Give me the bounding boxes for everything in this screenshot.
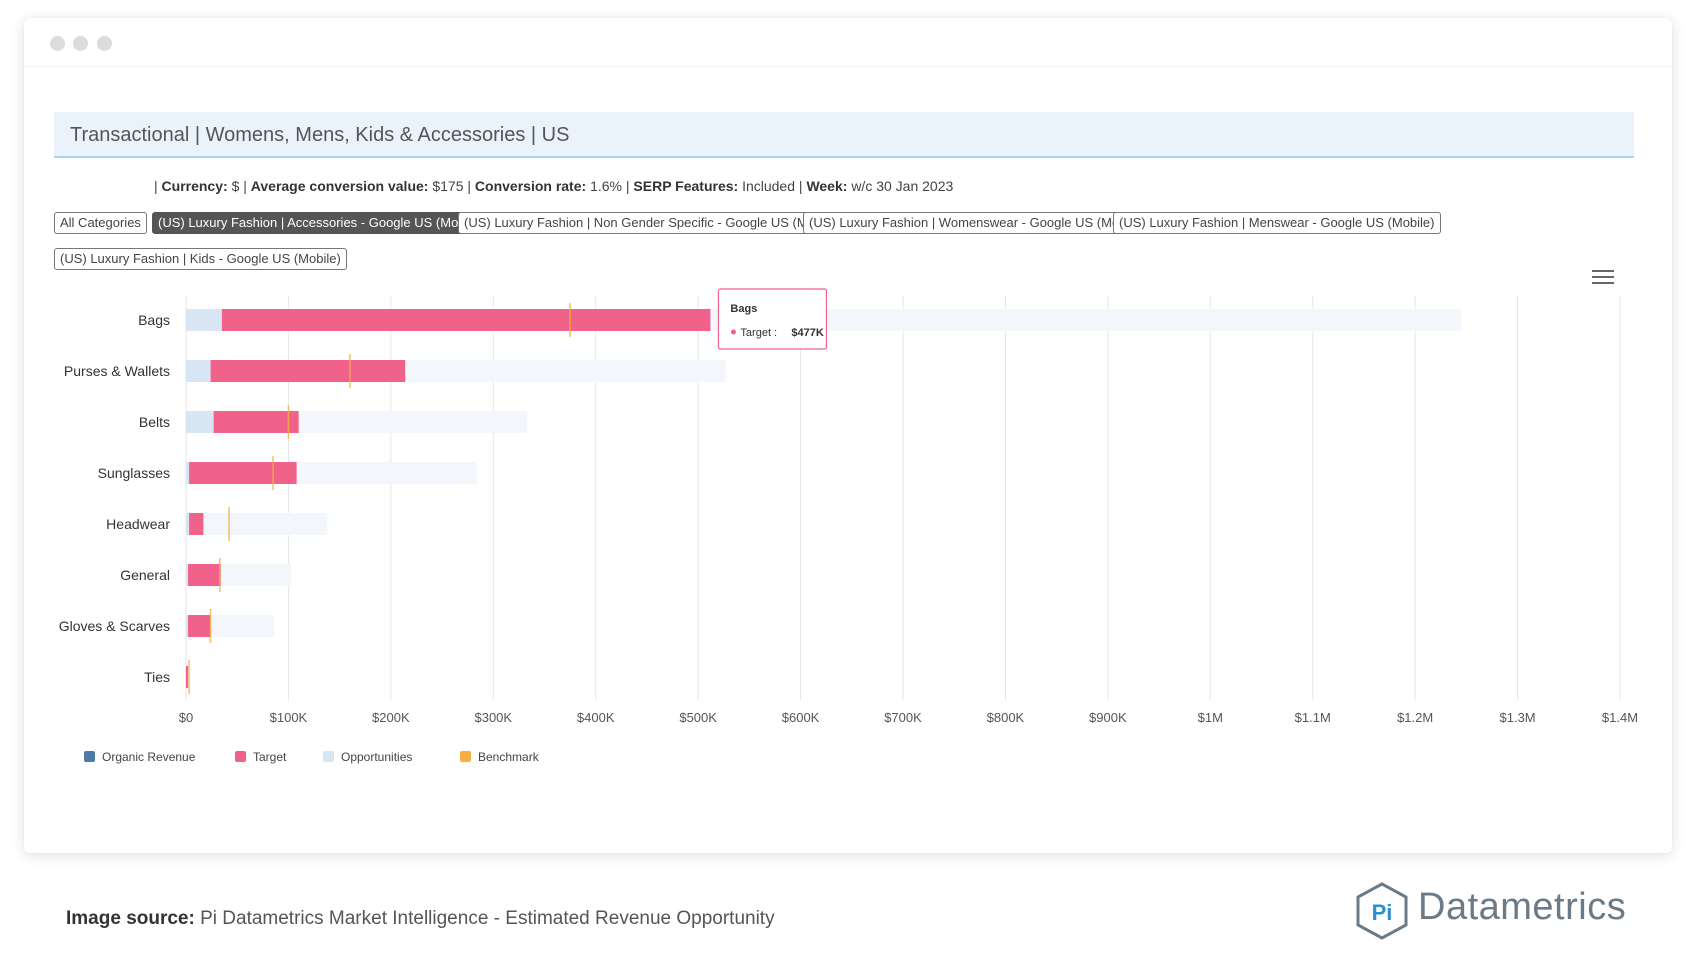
x-tick-label: $200K (372, 710, 410, 725)
image-source: Image source: Pi Datametrics Market Inte… (66, 908, 775, 930)
opportunities-bar[interactable] (186, 564, 189, 586)
legend-label[interactable]: Organic Revenue (102, 750, 196, 764)
meta-label: Week: (806, 178, 852, 194)
meta-separator: | (154, 178, 162, 194)
target-bar[interactable] (189, 462, 297, 484)
filter-chip[interactable]: (US) Luxury Fashion | Kids - Google US (… (54, 248, 347, 270)
target-bar[interactable] (213, 411, 299, 433)
datametrics-logo: Pi Datametrics (1352, 880, 1652, 944)
category-label: Bags (138, 312, 170, 328)
target-bar[interactable] (210, 360, 406, 382)
x-tick-label: $1.4M (1602, 710, 1638, 725)
meta-value: w/c 30 Jan 2023 (851, 178, 954, 194)
category-label: Sunglasses (98, 465, 170, 481)
x-tick-label: $500K (679, 710, 717, 725)
legend-swatch (84, 751, 95, 762)
opportunities-bar[interactable] (186, 360, 211, 382)
x-tick-label: $400K (577, 710, 615, 725)
legend-label[interactable]: Opportunities (341, 750, 412, 764)
filter-chip[interactable]: (US) Luxury Fashion | Menswear - Google … (1113, 212, 1441, 234)
filter-chip[interactable]: All Categories (54, 212, 147, 234)
chart-menu-icon[interactable] (1592, 270, 1614, 286)
meta-value: Included (742, 178, 796, 194)
target-bar[interactable] (186, 666, 189, 688)
tooltip-box (717, 288, 828, 350)
meta-label: Conversion rate: (474, 178, 591, 194)
image-source-text: Pi Datametrics Market Intelligence - Est… (200, 908, 775, 929)
category-label: Gloves & Scarves (59, 618, 170, 634)
window-minimize-control[interactable] (73, 36, 88, 51)
summary-meta: | Currency: $ | Average conversion value… (154, 178, 953, 194)
category-label: Belts (139, 414, 170, 430)
tooltip-series-label: Target : (740, 327, 777, 339)
category-label: Ties (144, 669, 170, 685)
meta-label: SERP Features: (633, 178, 743, 194)
filter-chip[interactable]: (US) Luxury Fashion | Womenswear - Googl… (803, 212, 1150, 234)
x-tick-label: $300K (474, 710, 512, 725)
target-bar[interactable] (188, 615, 211, 637)
window-close-control[interactable] (50, 36, 65, 51)
category-label: Headwear (106, 516, 170, 532)
meta-separator: | (463, 178, 475, 194)
x-tick-label: $600K (782, 710, 820, 725)
meta-value: $175 (432, 178, 464, 194)
opportunities-bar[interactable] (186, 513, 190, 535)
tooltip-dot (730, 329, 736, 335)
x-tick-label: $1.3M (1500, 710, 1536, 725)
legend-label[interactable]: Benchmark (478, 750, 540, 764)
meta-label: Currency: (161, 178, 232, 194)
x-tick-label: $1.1M (1295, 710, 1331, 725)
meta-separator: | (795, 178, 807, 194)
target-bar[interactable] (188, 564, 221, 586)
x-tick-label: $1M (1198, 710, 1223, 725)
x-tick-label: $100K (270, 710, 308, 725)
image-source-label: Image source: (66, 908, 195, 929)
meta-separator: | (621, 178, 634, 194)
meta-value: 1.6% (590, 178, 622, 194)
opportunities-bar[interactable] (186, 615, 189, 637)
meta-value: $ (231, 178, 240, 194)
logo-text: Datametrics (1418, 886, 1627, 928)
total-opportunity-bar[interactable] (186, 513, 328, 535)
filter-chip[interactable]: (US) Luxury Fashion | Non Gender Specifi… (458, 212, 846, 234)
meta-label: Average conversion value: (250, 178, 433, 194)
pi-hexagon-icon: Pi (1356, 882, 1408, 940)
logo-mark: Pi (1372, 900, 1393, 925)
category-label: Purses & Wallets (64, 363, 170, 379)
meta-separator: | (239, 178, 251, 194)
opportunities-bar[interactable] (186, 411, 214, 433)
window-titlebar (24, 18, 1672, 67)
x-tick-label: $700K (884, 710, 922, 725)
filter-chip[interactable]: (US) Luxury Fashion | Accessories - Goog… (152, 212, 489, 234)
category-label: General (120, 567, 170, 583)
x-tick-label: $1.2M (1397, 710, 1433, 725)
legend-swatch (323, 751, 334, 762)
target-bar[interactable] (189, 513, 204, 535)
page-title: Transactional | Womens, Mens, Kids & Acc… (54, 112, 1634, 158)
opportunities-bar[interactable] (186, 462, 190, 484)
x-tick-label: $900K (1089, 710, 1127, 725)
legend-swatch (460, 751, 471, 762)
tooltip-title: Bags (730, 303, 757, 315)
legend-label[interactable]: Target (253, 750, 287, 764)
opportunities-bar[interactable] (186, 309, 222, 331)
tooltip-value: $477K (791, 327, 823, 339)
window-maximize-control[interactable] (97, 36, 112, 51)
target-bar[interactable] (221, 309, 711, 331)
x-tick-label: $0 (179, 710, 193, 725)
x-tick-label: $800K (987, 710, 1025, 725)
legend-swatch (235, 751, 246, 762)
app-window: Transactional | Womens, Mens, Kids & Acc… (24, 18, 1672, 853)
